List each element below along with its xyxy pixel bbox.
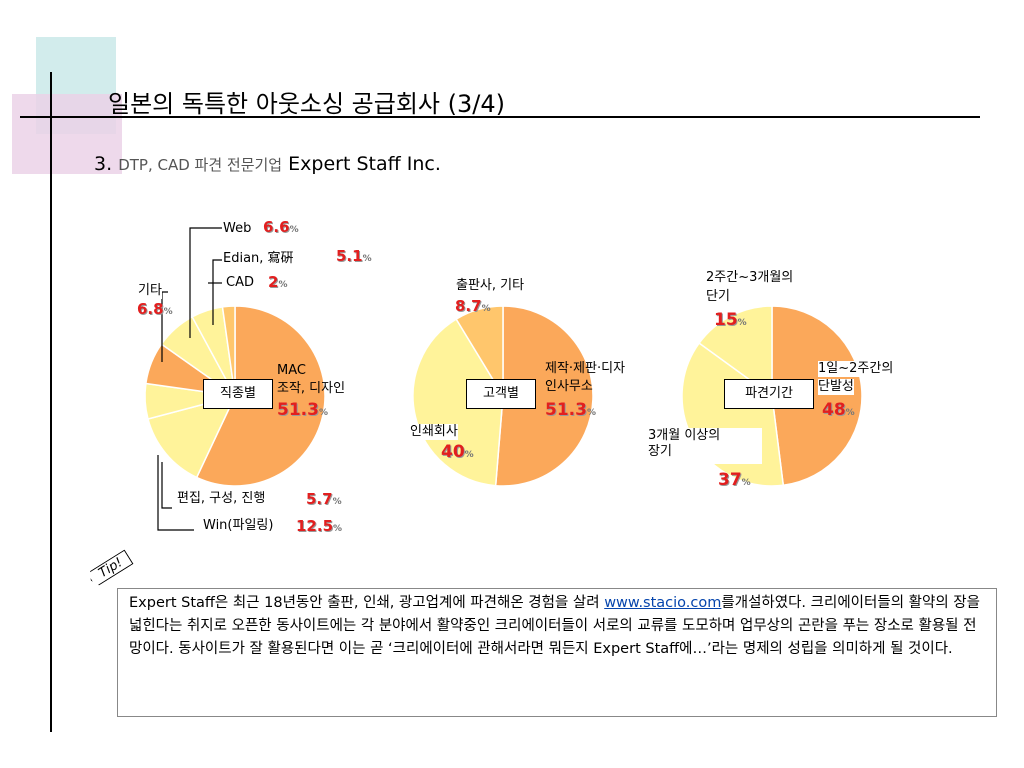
label-mac-2: 조작, 디자인: [277, 381, 346, 396]
pie-slice-1-0: [494, 305, 594, 487]
label-short-1: 2주간~3개월의: [706, 270, 794, 286]
label-etc: 기타: [138, 283, 162, 299]
label-short-2: 단기: [706, 289, 806, 305]
subtitle-sub: DTP, CAD 파견 전문기업: [118, 156, 283, 174]
label-win: Win(파일링): [203, 518, 274, 534]
pct-day: 48%: [822, 400, 855, 420]
tip-box: [117, 588, 997, 717]
pct-edit: 5.7%: [306, 490, 342, 508]
tip-text: Expert Staff은 최근 18년동안 출판, 인쇄, 광고업계에 파견해…: [129, 595, 980, 657]
pct-long: 37%: [718, 470, 751, 490]
title-underline: [20, 116, 980, 118]
pie-slice-0-6: [221, 305, 236, 397]
pie-chart-customer: [412, 305, 594, 487]
subtitle-company: Expert Staff Inc.: [288, 153, 441, 175]
pct-etc: 6.8%: [137, 300, 173, 318]
pct-production: 51.3%: [545, 400, 596, 420]
pie-center-label-job: 직종별: [203, 379, 273, 409]
page-title: 일본의 독특한 아웃소싱 공급회사 (3/4): [108, 90, 505, 118]
pct-edian: 5.1%: [336, 247, 372, 265]
pct-publisher: 8.7%: [455, 297, 491, 315]
pct-win: 12.5%: [296, 517, 343, 535]
pct-mac: 51.3%: [277, 400, 328, 420]
leader-lines: [157, 227, 222, 531]
pct-printing: 40%: [441, 442, 474, 462]
pie-slice-2-0: [771, 305, 863, 487]
label-cad: CAD: [226, 275, 254, 291]
label-edian: Edian, 寫硏: [223, 251, 294, 267]
label-production-1: 제작·제판·디자: [545, 361, 626, 376]
label-mac-1: MAC: [277, 363, 306, 378]
pct-web: 6.6%: [263, 218, 299, 236]
label-publisher: 출판사, 기타: [456, 278, 525, 294]
decor-vertical-line: [50, 72, 52, 732]
pie-slice-0-1: [147, 394, 237, 479]
label-edit: 편집, 구성, 진행: [177, 491, 266, 507]
decor-square-pink: [12, 94, 122, 174]
label-day-1: 1일~2주간의: [818, 361, 894, 377]
label-long: 3개월 이상의 장기: [648, 428, 762, 464]
page-subtitle: 3. DTP, CAD 파견 전문기업 Expert Staff Inc.: [94, 153, 441, 175]
pie-slice-2-2: [698, 305, 773, 398]
stacio-link[interactable]: www.stacio.com: [604, 595, 722, 611]
pct-short: 15%: [714, 310, 747, 330]
label-production-2: 인사무소: [545, 379, 593, 394]
subtitle-number: 3.: [94, 153, 113, 175]
pie-center-label-customer: 고객별: [466, 379, 536, 409]
label-web: Web: [223, 221, 252, 237]
pie-center-label-period: 파견기간: [724, 379, 814, 409]
pct-cad: 2%: [268, 273, 288, 291]
label-printing: 인쇄회사: [410, 424, 458, 440]
pie-slice-1-2: [455, 305, 504, 399]
pie-slice-1-1: [412, 318, 504, 487]
label-day-2: 단발성: [818, 379, 854, 395]
